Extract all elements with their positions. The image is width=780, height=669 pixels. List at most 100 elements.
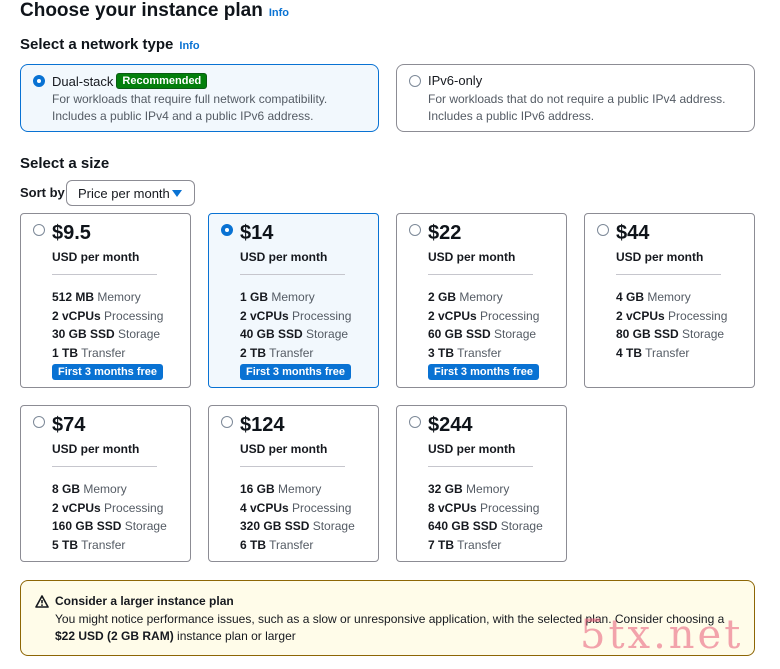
plan-divider — [428, 466, 533, 467]
network-desc-line: For workloads that require full network … — [52, 92, 328, 106]
plan-spec-storage: 30 GB SSD Storage — [52, 325, 163, 344]
network-option-dual-stack[interactable]: Dual-stack Recommended For workloads tha… — [20, 64, 379, 132]
plan-spec-value: 1 TB — [52, 345, 79, 360]
plan-spec-value: 320 GB SSD — [240, 519, 310, 533]
page-info-link[interactable]: Info — [268, 7, 289, 19]
promo-badge: First 3 months free — [240, 364, 352, 380]
plan-spec-vcpus: 2 vCPUs Processing — [52, 499, 167, 518]
network-desc-line: Includes a public IPv6 address. — [428, 109, 595, 123]
plan-spec-label: Transfer — [457, 345, 502, 360]
plan-card[interactable]: $244 USD per month 32 GB Memory 8 vCPUs Pro… — [396, 405, 567, 562]
plan-card[interactable]: $22 USD per month 2 GB Memory 2 vCPUs Proce… — [396, 213, 567, 388]
alert-body-emphasis: $22 USD (2 GB RAM) — [55, 629, 174, 643]
plan-spec-storage: 160 GB SSD Storage — [52, 517, 167, 536]
plan-spec-vcpus: 2 vCPUs Processing — [52, 307, 163, 326]
plan-radio[interactable] — [33, 224, 45, 236]
network-radio-dual-stack[interactable] — [33, 75, 45, 87]
plan-spec-vcpus: 8 vCPUs Processing — [428, 499, 543, 518]
network-option-title: Dual-stack Recommended — [52, 73, 208, 89]
plan-spec-label: Storage — [306, 327, 349, 341]
plan-spec-label: Memory — [97, 290, 141, 304]
plan-spec-memory: 4 GB Memory — [616, 288, 727, 307]
alert-body-prefix: You might notice performance issues, suc… — [55, 612, 725, 626]
sort-by-label: Sort by — [20, 185, 65, 200]
plan-price-unit: USD per month — [240, 442, 328, 456]
plan-spec-storage: 60 GB SSD Storage — [428, 325, 539, 344]
plan-spec-memory: 16 GB Memory — [240, 480, 355, 499]
plan-price: $9.5 — [52, 222, 91, 244]
plan-spec-label: Storage — [124, 519, 167, 533]
plan-spec-value: 30 GB SSD — [52, 327, 115, 341]
plan-price: $74 — [52, 414, 86, 436]
plan-spec-label: Memory — [466, 482, 510, 496]
plan-spec-value: 640 GB SSD — [428, 519, 498, 533]
network-option-ipv6-only[interactable]: IPv6-only For workloads that do not requ… — [396, 64, 755, 132]
plan-specs: 8 GB Memory 2 vCPUs Processing 160 GB SSD … — [52, 480, 167, 554]
plan-spec-vcpus: 2 vCPUs Processing — [428, 307, 539, 326]
plan-card[interactable]: $14 USD per month 1 GB Memory 2 vCPUs Proce… — [208, 213, 379, 388]
plan-spec-label: Processing — [480, 500, 540, 515]
plan-spec-label: Memory — [271, 290, 315, 304]
plan-card[interactable]: $124 USD per month 16 GB Memory 4 vCPUs Pro… — [208, 405, 379, 562]
plan-spec-value: 4 vCPUs — [240, 500, 289, 515]
network-desc-line: Includes a public IPv4 and a public IPv6… — [52, 109, 314, 123]
network-option-label: IPv6-only — [428, 73, 483, 88]
plan-spec-label: Processing — [668, 308, 728, 323]
plan-spec-value: 5 TB — [52, 537, 79, 552]
plan-spec-transfer: 1 TB Transfer — [52, 344, 163, 363]
plan-spec-label: Transfer — [81, 345, 126, 360]
plan-price: $124 — [240, 414, 285, 436]
plan-price-unit: USD per month — [52, 250, 140, 264]
network-info-link[interactable]: Info — [179, 40, 200, 52]
plan-radio[interactable] — [409, 224, 421, 236]
plan-specs: 512 MB Memory 2 vCPUs Processing 30 GB SSD… — [52, 288, 163, 381]
plan-spec-value: 40 GB SSD — [240, 327, 303, 341]
plan-price-unit: USD per month — [428, 442, 516, 456]
alert-body: You might notice performance issues, suc… — [55, 611, 745, 645]
plan-price-unit: USD per month — [428, 250, 516, 264]
plan-spec-memory: 2 GB Memory — [428, 288, 539, 307]
network-option-description: For workloads that require full network … — [52, 91, 327, 125]
plan-spec-memory: 512 MB Memory — [52, 288, 163, 307]
plan-price: $14 — [240, 222, 274, 244]
plan-spec-label: Storage — [494, 327, 537, 341]
sort-select-value: Price per month — [78, 186, 170, 201]
plan-price-unit: USD per month — [52, 442, 140, 456]
plan-spec-label: Storage — [500, 519, 543, 533]
network-option-description: For workloads that do not require a publ… — [428, 91, 726, 125]
plan-spec-transfer: 2 TB Transfer — [240, 344, 351, 363]
network-desc-line: For workloads that do not require a publ… — [428, 92, 726, 106]
plan-card[interactable]: $44 USD per month 4 GB Memory 2 vCPUs Proce… — [584, 213, 755, 388]
network-type-heading-text: Select a network type — [20, 36, 174, 53]
plan-spec-label: Processing — [292, 500, 352, 515]
plan-radio[interactable] — [221, 224, 233, 236]
sort-select[interactable]: Price per month — [66, 180, 195, 206]
plan-spec-value: 2 vCPUs — [240, 308, 289, 323]
plan-card[interactable]: $9.5 USD per month 512 MB Memory 2 vCPUs Pr… — [20, 213, 191, 388]
page-title-text: Choose your instance plan — [20, 0, 263, 21]
warning-icon — [35, 595, 49, 608]
warning-alert: Consider a larger instance plan You migh… — [20, 580, 755, 656]
plan-divider — [240, 274, 345, 275]
plan-spec-value: 80 GB SSD — [616, 327, 679, 341]
plan-divider — [240, 466, 345, 467]
plan-radio[interactable] — [221, 416, 233, 428]
network-radio-ipv6-only[interactable] — [409, 75, 421, 87]
plan-spec-transfer: 4 TB Transfer — [616, 344, 727, 363]
plan-card[interactable]: $74 USD per month 8 GB Memory 2 vCPUs Proce… — [20, 405, 191, 562]
plan-price: $22 — [428, 222, 462, 244]
plan-spec-label: Memory — [647, 290, 691, 304]
plan-divider — [428, 274, 533, 275]
plan-radio[interactable] — [33, 416, 45, 428]
plan-radio[interactable] — [597, 224, 609, 236]
plan-spec-value: 512 MB — [52, 290, 95, 304]
plan-spec-value: 3 TB — [428, 345, 455, 360]
plan-spec-label: Processing — [292, 308, 352, 323]
plan-spec-label: Memory — [83, 482, 127, 496]
plan-price: $244 — [428, 414, 473, 436]
plan-spec-value: 7 TB — [428, 537, 455, 552]
plan-spec-storage: 40 GB SSD Storage — [240, 325, 351, 344]
plan-radio[interactable] — [409, 416, 421, 428]
plan-specs: 2 GB Memory 2 vCPUs Processing 60 GB SSD S… — [428, 288, 539, 381]
plan-spec-memory: 1 GB Memory — [240, 288, 351, 307]
